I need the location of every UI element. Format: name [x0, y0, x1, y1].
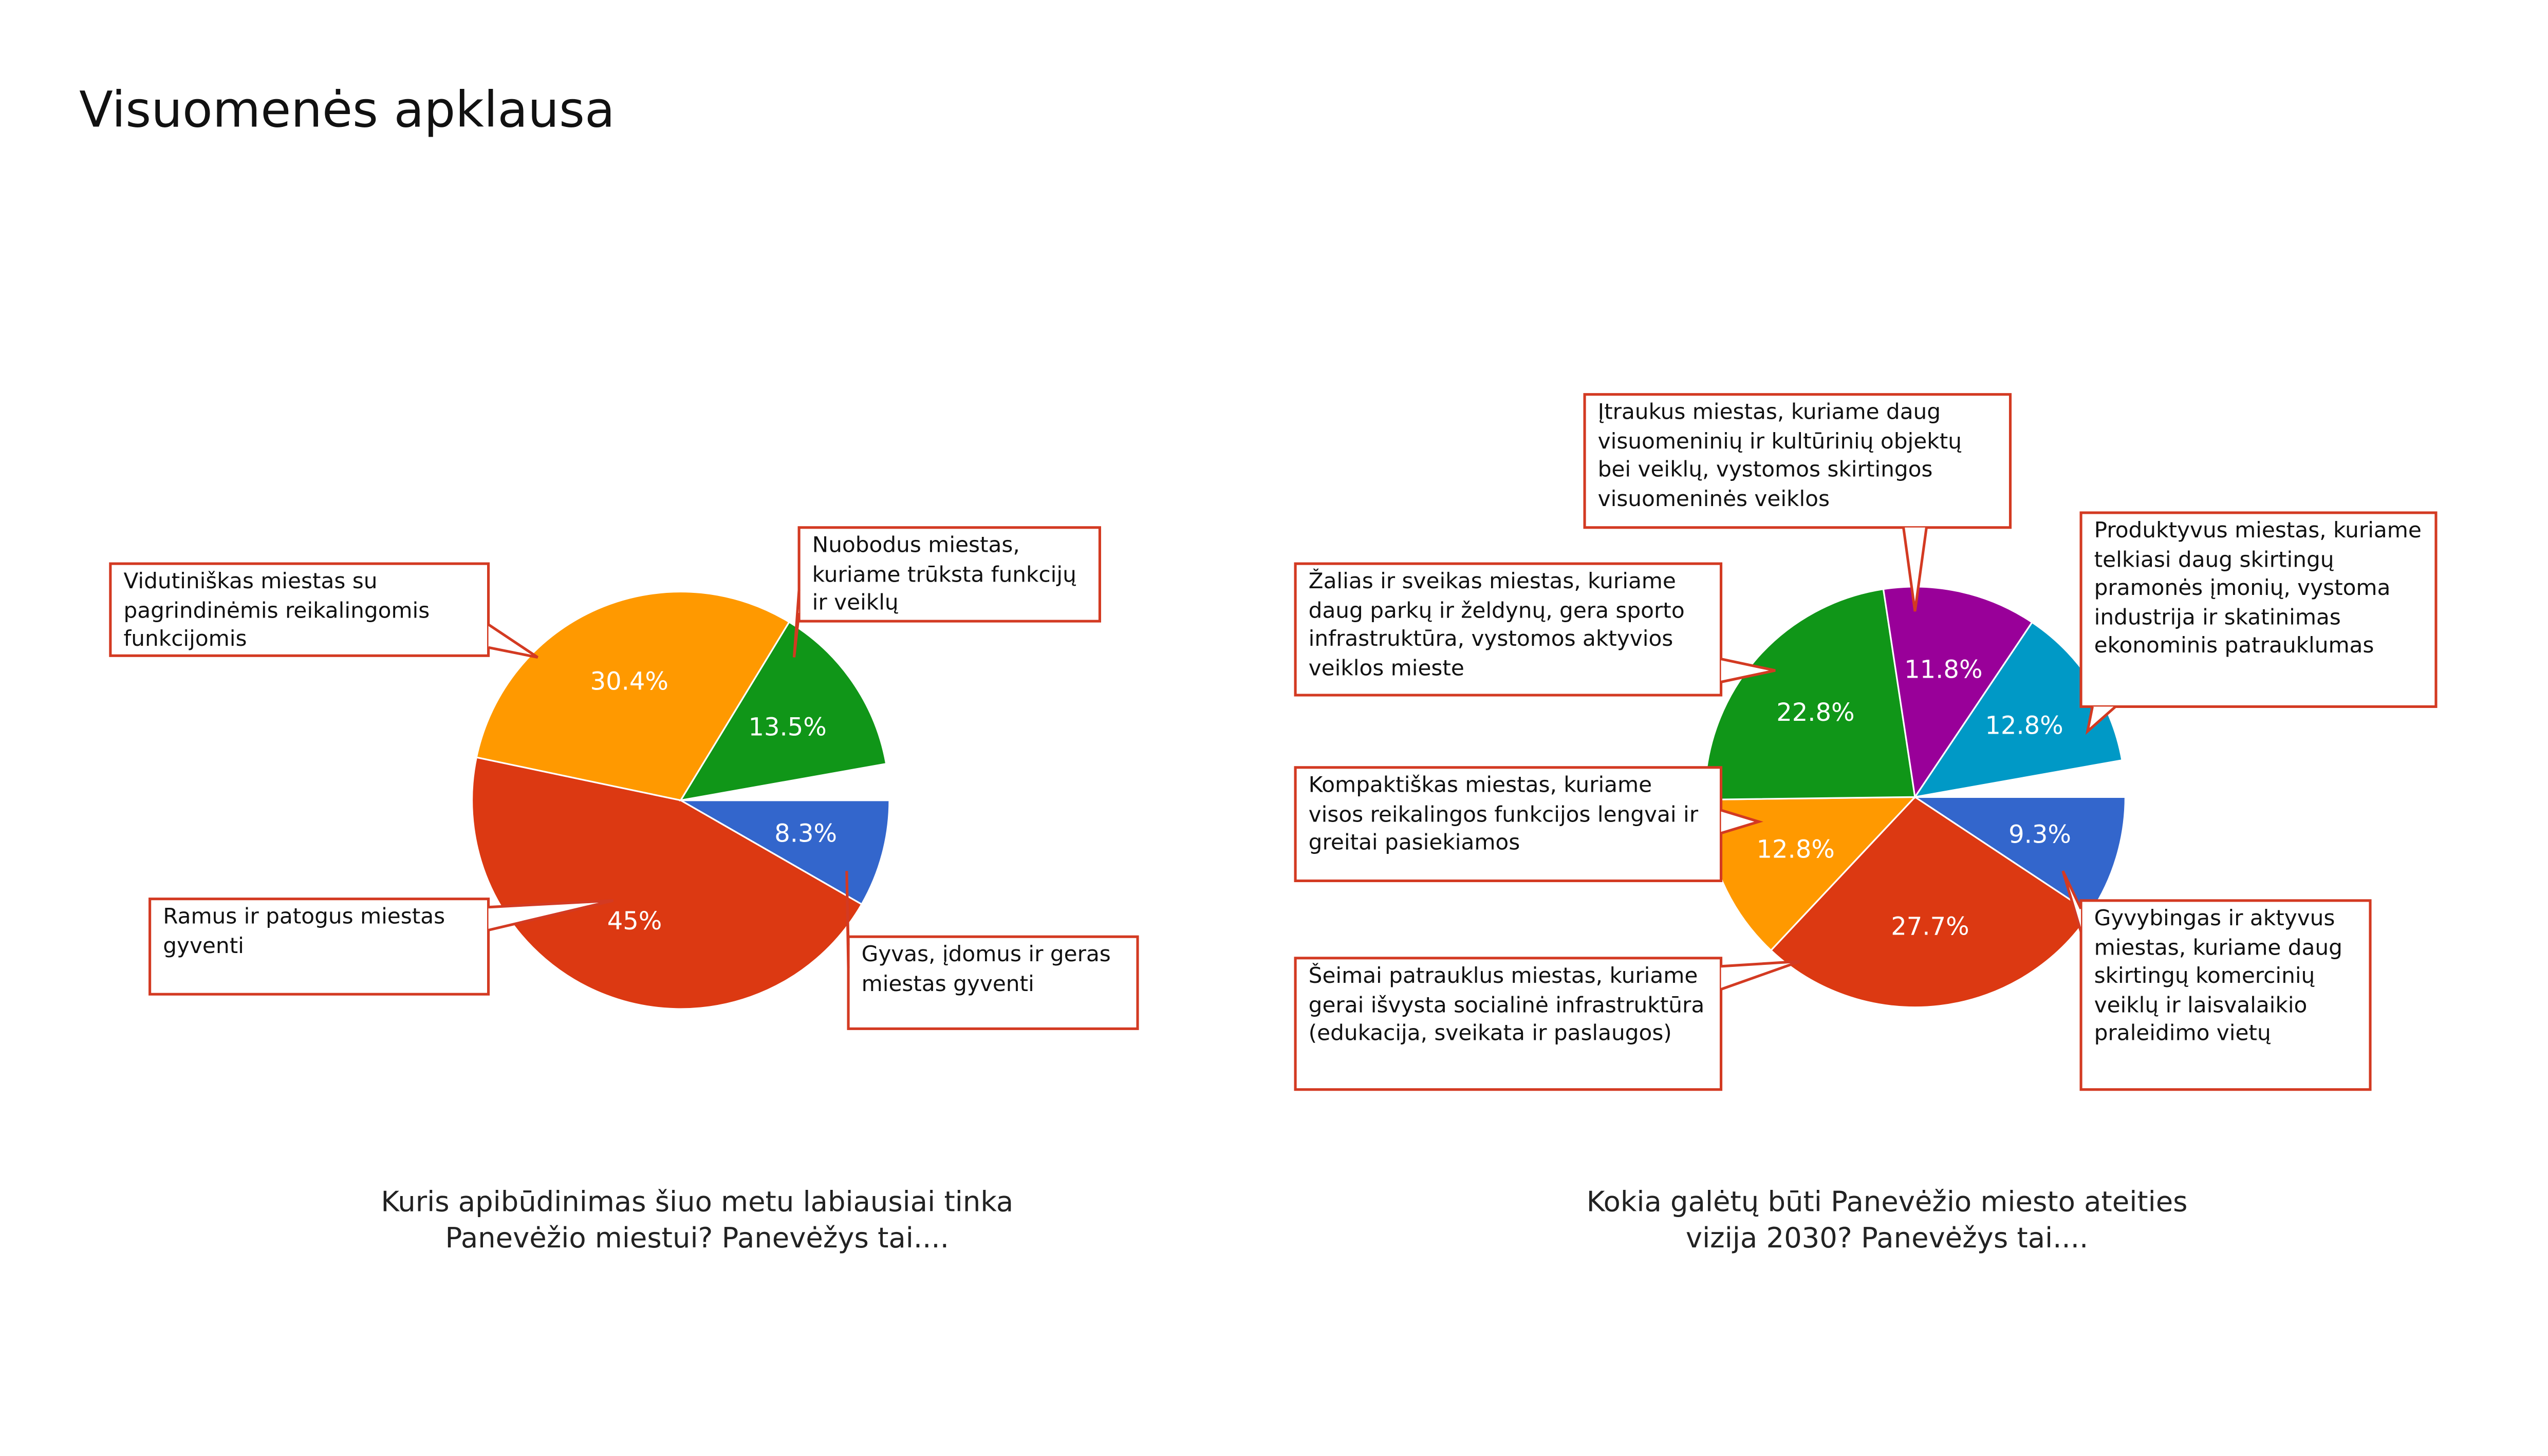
- chart-caption: vizija 2030? Panevėžys tai....: [1686, 1222, 2088, 1254]
- slice-label: 13.5%: [748, 713, 826, 742]
- callout-text: Šeimai patrauklus miestas, kuriame gerai…: [1308, 964, 1705, 1047]
- callout-pointer: [1902, 527, 1928, 612]
- slice-label: 27.7%: [1891, 912, 1969, 941]
- pie-slice: [677, 799, 890, 906]
- chart-caption: Panevėžio miestui? Panevėžys tai....: [445, 1222, 949, 1254]
- chart-caption: Kuris apibūdinimas šiuo metu labiausiai …: [381, 1185, 1013, 1218]
- callout: Gyvybingas ir aktyvus miestas, kuriame d…: [2094, 907, 2342, 1047]
- callout-pointer: [845, 871, 850, 968]
- slice-label: 45%: [607, 907, 662, 936]
- callout-text: Gyvybingas ir aktyvus miestas, kuriame d…: [2094, 907, 2342, 1047]
- callout-box: [1294, 562, 1723, 697]
- pie-slice: [475, 590, 791, 801]
- callout-box: [797, 526, 1102, 623]
- callout: Ramus ir patogus miestas gyventi: [163, 905, 445, 959]
- callout-box: [1294, 957, 1723, 1091]
- pie-slice: [679, 621, 887, 801]
- slice-label: 8.3%: [774, 819, 837, 848]
- callout-pointer: [792, 590, 801, 658]
- callout-pointer: [1720, 809, 1763, 835]
- pie-slice: [471, 756, 863, 1010]
- callout: Įtraukus miestas, kuriame daug visuomeni…: [1597, 401, 1962, 512]
- callout-pointer: [2061, 870, 2082, 932]
- callout: Produktyvus miestas, kuriame telkiasi da…: [2094, 519, 2422, 659]
- callout-text: Žalias ir sveikas miestas, kuriame daug …: [1308, 570, 1685, 681]
- callout-box: [1583, 393, 2012, 529]
- callout: Šeimai patrauklus miestas, kuriame gerai…: [1308, 964, 1705, 1047]
- callout-pointer: [2085, 705, 2116, 735]
- callout: Nuobodus miestas, kuriame trūksta funkci…: [812, 534, 1076, 617]
- pie-slice: [1882, 586, 2034, 799]
- pie-slice: [1770, 796, 2092, 1009]
- page-title: Visuomenės apklausa: [79, 81, 615, 138]
- callout-text: Nuobodus miestas, kuriame trūksta funkci…: [812, 534, 1076, 617]
- slice-label: 11.8%: [1904, 656, 1982, 684]
- callout: Gyvas, įdomus ir geras miestas gyventi: [861, 943, 1111, 997]
- slice-label: 9.3%: [2008, 820, 2071, 849]
- callout-box: [847, 935, 1139, 1030]
- callout: Kompaktiškas miestas, kuriame visos reik…: [1308, 774, 1699, 856]
- callout-box: [2079, 511, 2438, 708]
- callout-pointer: [488, 623, 538, 659]
- callout: Žalias ir sveikas miestas, kuriame daug …: [1308, 570, 1685, 681]
- callout-text: Kompaktiškas miestas, kuriame visos reik…: [1308, 774, 1699, 856]
- callout-box: [109, 562, 490, 657]
- slice-label: 12.8%: [1985, 712, 2063, 740]
- callout-pointer: [1721, 658, 1776, 683]
- slice-label: 22.8%: [1776, 698, 1854, 727]
- callout-pointer: [488, 899, 614, 931]
- callout-box: [1294, 766, 1723, 883]
- pie-slice: [1703, 588, 1916, 801]
- callout-text: Įtraukus miestas, kuriame daug visuomeni…: [1597, 401, 1962, 512]
- callout-box: [2079, 899, 2372, 1091]
- callout-text: Vidutiniškas miestas su pagrindinėmis re…: [123, 570, 430, 652]
- callout-box: [148, 898, 490, 996]
- slice-label: 12.8%: [1756, 835, 1834, 864]
- callout: Vidutiniškas miestas su pagrindinėmis re…: [123, 570, 430, 652]
- slice-label: 30.4%: [590, 667, 668, 696]
- callout-pointer: [1720, 960, 1800, 991]
- callout-text: Produktyvus miestas, kuriame telkiasi da…: [2094, 519, 2422, 659]
- callout-text: Ramus ir patogus miestas gyventi: [163, 905, 445, 959]
- chart-caption: Kokia galėtų būti Panevėžio miesto ateit…: [1587, 1185, 2188, 1218]
- callout-text: Gyvas, įdomus ir geras miestas gyventi: [861, 943, 1111, 997]
